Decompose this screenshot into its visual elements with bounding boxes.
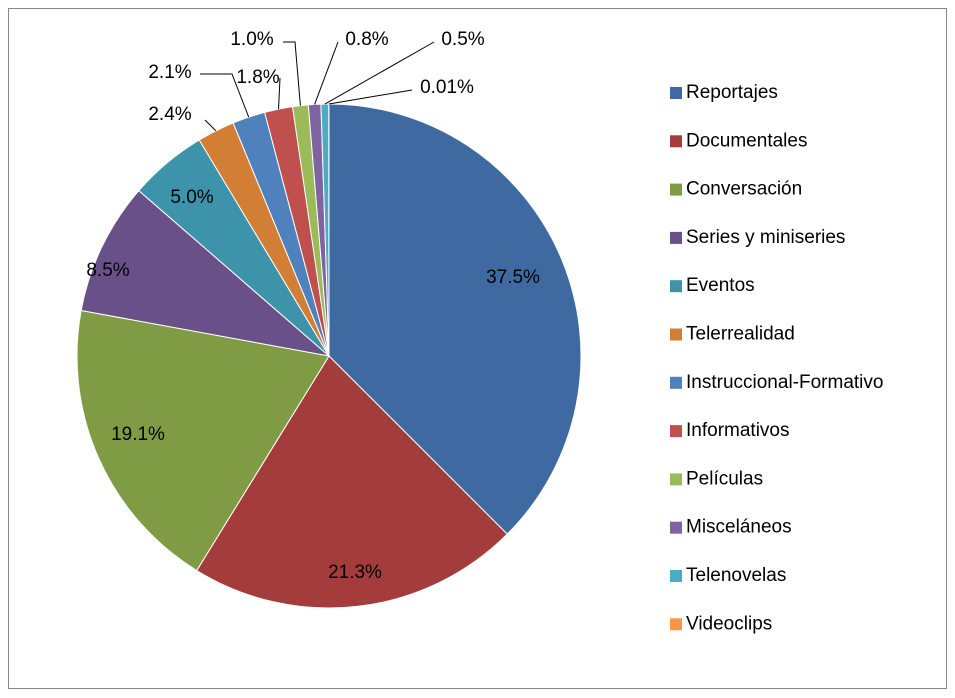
leader-line: [328, 89, 413, 105]
legend-swatch: [670, 280, 682, 293]
data-label: 2.1%: [148, 62, 191, 83]
data-label: 1.8%: [236, 67, 279, 88]
legend-label: Informativos: [686, 420, 789, 441]
legend-label: Reportajes: [686, 82, 778, 103]
leader-line: [283, 41, 301, 106]
legend-swatch: [670, 328, 682, 341]
pie-slice: [80, 189, 331, 357]
legend-label: Series y miniseries: [686, 227, 845, 248]
legend-label: Eventos: [686, 275, 755, 296]
leader-line: [204, 119, 217, 132]
pie-slice: [76, 309, 330, 572]
pie-slice: [328, 103, 582, 535]
legend-swatch: [670, 135, 682, 148]
data-label: 21.3%: [328, 562, 382, 583]
legend-label: Conversación: [686, 179, 802, 200]
data-label: 8.5%: [86, 260, 129, 281]
legend-swatch: [670, 231, 682, 244]
data-label: 5.0%: [170, 187, 213, 208]
pie-slice: [196, 355, 508, 609]
legend-label: Telenovelas: [686, 565, 786, 586]
legend-swatch: [670, 618, 682, 631]
leader-line: [324, 41, 435, 105]
data-label: 2.4%: [148, 104, 191, 125]
data-label: 0.8%: [345, 29, 388, 50]
legend-swatch: [670, 473, 682, 486]
legend-swatch: [670, 425, 682, 438]
legend-swatch: [670, 87, 682, 99]
legend-label: Misceláneos: [686, 517, 792, 538]
legend-swatch: [670, 183, 682, 196]
legend-label: Instruccional-Formativo: [686, 372, 883, 393]
leader-line: [200, 73, 250, 118]
data-label: 0.5%: [441, 29, 484, 50]
data-label: 37.5%: [486, 267, 540, 288]
leader-line: [278, 77, 281, 110]
legend-label: Documentales: [686, 130, 807, 151]
legend-swatch: [670, 376, 682, 389]
data-label: 0.01%: [420, 77, 474, 98]
legend-swatch: [670, 570, 682, 582]
data-label: 1.0%: [230, 29, 273, 50]
legend-label: Telerrealidad: [686, 324, 795, 345]
legend-label: Películas: [686, 468, 763, 489]
leader-line: [314, 41, 339, 105]
data-label: 19.1%: [111, 424, 165, 445]
legend-swatch: [670, 521, 682, 534]
legend-label: Videoclips: [686, 613, 772, 634]
